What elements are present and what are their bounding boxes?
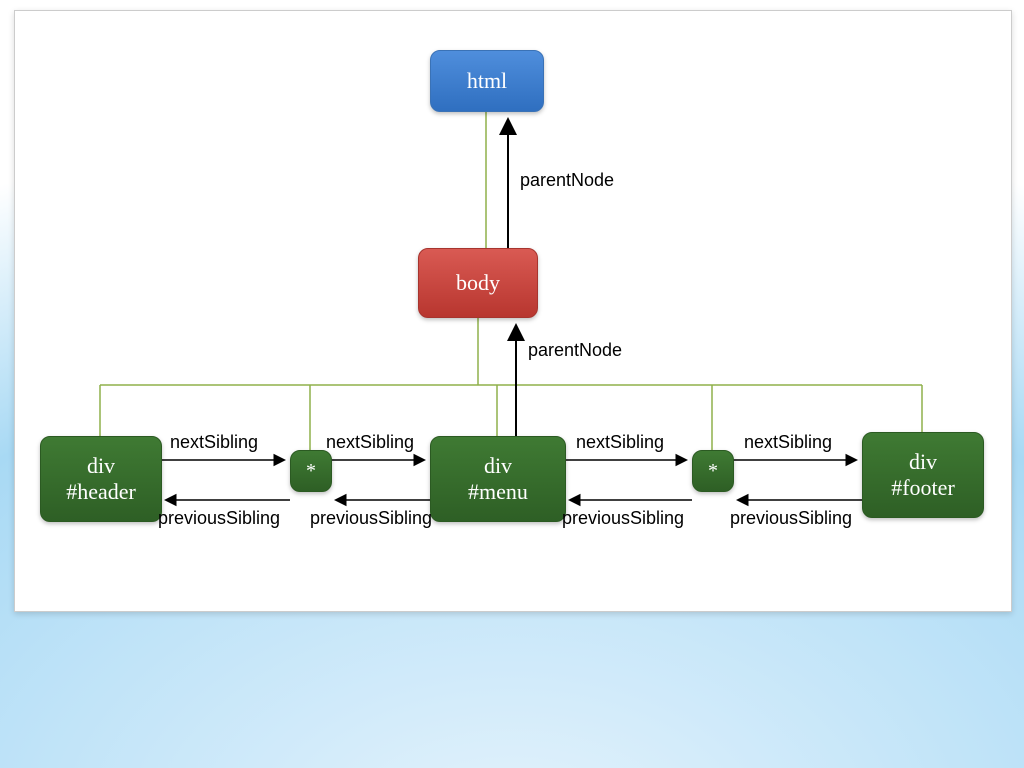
edge-label: previousSibling — [730, 508, 852, 529]
node-menu: div#menu — [430, 436, 566, 522]
edge-label: nextSibling — [326, 432, 414, 453]
edge-label: previousSibling — [562, 508, 684, 529]
node-w2: * — [692, 450, 734, 492]
node-text: div — [484, 453, 512, 479]
edge-label: nextSibling — [576, 432, 664, 453]
node-text: #header — [66, 479, 136, 505]
edge-label: previousSibling — [310, 508, 432, 529]
node-html: html — [430, 50, 544, 112]
node-text: #footer — [891, 475, 955, 501]
node-text: html — [467, 68, 507, 94]
node-text: div — [909, 449, 937, 475]
edge-label: previousSibling — [158, 508, 280, 529]
node-body: body — [418, 248, 538, 318]
edge-label: nextSibling — [744, 432, 832, 453]
edge-label: nextSibling — [170, 432, 258, 453]
node-text: #menu — [468, 479, 528, 505]
node-text: div — [87, 453, 115, 479]
edge-label: parentNode — [528, 340, 622, 361]
node-header: div#header — [40, 436, 162, 522]
node-text: * — [708, 459, 718, 483]
node-text: body — [456, 270, 500, 296]
edge-label: parentNode — [520, 170, 614, 191]
node-text: * — [306, 459, 316, 483]
node-footer: div#footer — [862, 432, 984, 518]
node-w1: * — [290, 450, 332, 492]
slide-background: htmlbodydiv#header*div#menu*div#footer p… — [0, 0, 1024, 768]
